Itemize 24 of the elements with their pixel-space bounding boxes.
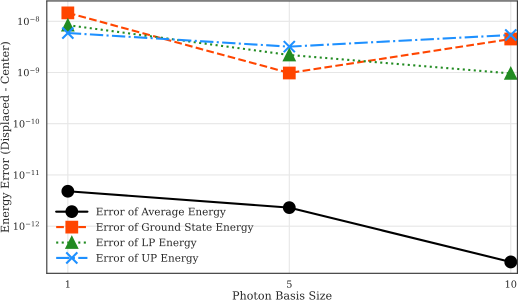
y-tick-label: 10$^{−12}$ bbox=[14, 221, 39, 230]
y-tick-label: 10$^{−11}$ bbox=[14, 170, 39, 179]
x-tick-label: 10 bbox=[506, 280, 516, 288]
x-tick-label: 5 bbox=[287, 280, 292, 288]
legend-label: Error of UP Energy bbox=[96, 254, 198, 264]
point bbox=[61, 184, 74, 198]
x-axis-title: Photon Basis Size bbox=[232, 291, 332, 300]
point bbox=[61, 26, 74, 40]
y-axis-title: Energy Error (Displaced - Center) bbox=[0, 42, 12, 232]
x-tick-label: 1 bbox=[66, 280, 70, 288]
point bbox=[282, 201, 296, 214]
point bbox=[504, 28, 518, 42]
point bbox=[504, 67, 518, 80]
point bbox=[504, 256, 518, 268]
y-tick-label: 10$^{−10}$ bbox=[14, 118, 40, 128]
legend-label: Error of Ground State Energy bbox=[96, 222, 254, 234]
y-tick-label: 10$^{−8}$ bbox=[18, 16, 40, 26]
point bbox=[282, 48, 296, 62]
point bbox=[282, 40, 296, 54]
point bbox=[61, 6, 74, 20]
point bbox=[282, 66, 296, 80]
legend-label: Error of LP Energy bbox=[96, 238, 197, 248]
legend-label: Error of Average Energy bbox=[96, 207, 226, 218]
y-tick-label: 10$^{−9}$ bbox=[18, 68, 40, 76]
